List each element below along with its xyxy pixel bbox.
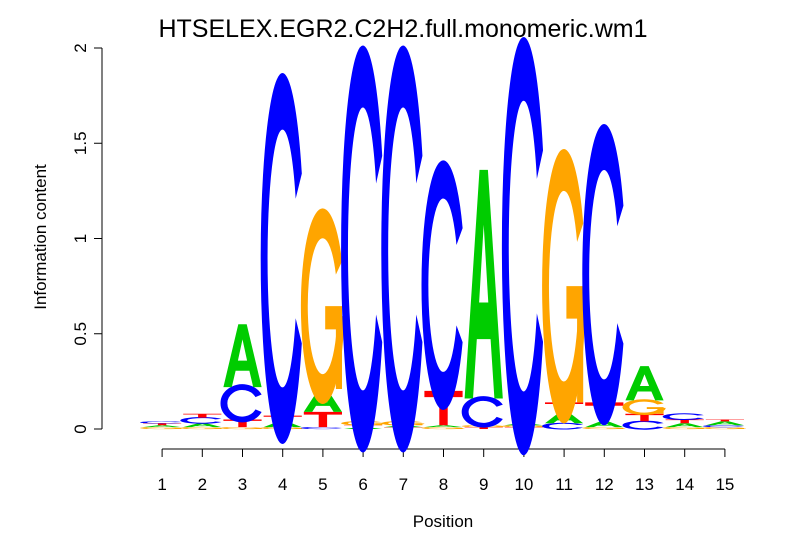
letter-g <box>542 149 586 424</box>
letter-a <box>545 411 584 424</box>
letter-a <box>183 423 222 428</box>
x-tick-label: 9 <box>479 475 488 494</box>
letter-a <box>665 423 704 428</box>
y-tick-label: 1 <box>71 234 90 243</box>
letter-stack <box>662 413 706 430</box>
letter-c <box>140 421 182 424</box>
letter-t <box>625 413 664 422</box>
letter-c <box>220 384 262 423</box>
x-tick-label: 13 <box>635 475 654 494</box>
letter-g <box>703 426 746 430</box>
letter-stack <box>381 45 425 453</box>
letter-stack <box>220 324 264 430</box>
letter-t <box>464 427 503 429</box>
x-tick-label: 2 <box>198 475 207 494</box>
letter-t <box>665 419 704 424</box>
letter-c <box>180 417 222 424</box>
x-tick-label: 11 <box>555 475 573 494</box>
chart-title: HTSELEX.EGR2.C2H2.full.monomeric.wm1 <box>158 15 647 43</box>
letter-stack <box>300 208 344 430</box>
letter-stack <box>421 160 465 430</box>
letter-a <box>424 425 463 428</box>
x-tick-label: 14 <box>675 475 694 494</box>
letter-g <box>421 426 465 430</box>
x-tick-label: 15 <box>715 475 734 494</box>
letter-t <box>143 423 182 426</box>
x-axis-label: Position <box>413 512 473 531</box>
letter-t <box>303 411 342 428</box>
letter-c <box>260 73 302 444</box>
letter-stack <box>341 45 385 453</box>
letter-stack <box>180 413 224 430</box>
letter-c <box>461 396 503 428</box>
x-tick-label: 1 <box>157 475 166 494</box>
letter-stack <box>501 37 545 456</box>
letter-a <box>303 388 342 412</box>
letter-stacks <box>140 37 746 456</box>
letter-c <box>542 422 584 430</box>
x-tick-label: 12 <box>595 475 614 494</box>
letter-a <box>585 421 624 428</box>
letter-g <box>220 426 264 430</box>
letter-c <box>662 413 704 420</box>
x-tick-label: 10 <box>514 475 533 494</box>
letter-c <box>582 124 624 426</box>
x-tick-label: 8 <box>439 475 448 494</box>
letter-c <box>702 425 745 428</box>
letter-stack <box>140 421 184 430</box>
letter-a <box>143 425 182 428</box>
y-tick-label: 0.5 <box>71 322 90 346</box>
letter-g <box>622 399 666 415</box>
x-tick-label: 6 <box>358 475 367 494</box>
x-tick-label: 4 <box>278 475 287 494</box>
letter-t <box>705 419 744 422</box>
x-tick-label: 3 <box>238 475 247 494</box>
letter-c <box>501 37 544 456</box>
x-tick-label: 5 <box>318 475 327 494</box>
letter-g <box>140 426 184 430</box>
letter-g <box>582 426 626 430</box>
letter-stack <box>702 419 746 430</box>
letter-a <box>705 421 744 426</box>
letter-stack <box>582 124 626 430</box>
x-axis: 1 2 3 4 5 6 7 8 9 10 11 12 13 14 15 <box>157 448 734 494</box>
letter-g <box>662 426 706 430</box>
letter-stack <box>461 169 505 429</box>
letter-c <box>381 45 423 453</box>
letter-stack <box>622 366 666 430</box>
letter-g <box>180 426 224 430</box>
y-axis: 0 0.5 1 1.5 2 <box>71 43 103 434</box>
letter-a <box>223 324 262 388</box>
letter-c <box>341 45 383 453</box>
letter-c <box>300 426 343 430</box>
letter-c <box>622 420 664 430</box>
letter-t <box>223 419 262 428</box>
y-tick-label: 2 <box>71 43 90 52</box>
letter-t <box>183 413 222 418</box>
x-tick-label: 7 <box>399 475 408 494</box>
letter-stack <box>260 73 304 444</box>
letter-stack <box>542 149 586 430</box>
letter-a <box>464 169 503 399</box>
letter-g <box>300 208 344 404</box>
y-tick-label: 1.5 <box>71 131 90 155</box>
y-tick-label: 0 <box>71 424 90 433</box>
y-axis-label: Information content <box>31 164 50 310</box>
letter-a <box>625 366 664 401</box>
letter-c <box>421 160 463 410</box>
